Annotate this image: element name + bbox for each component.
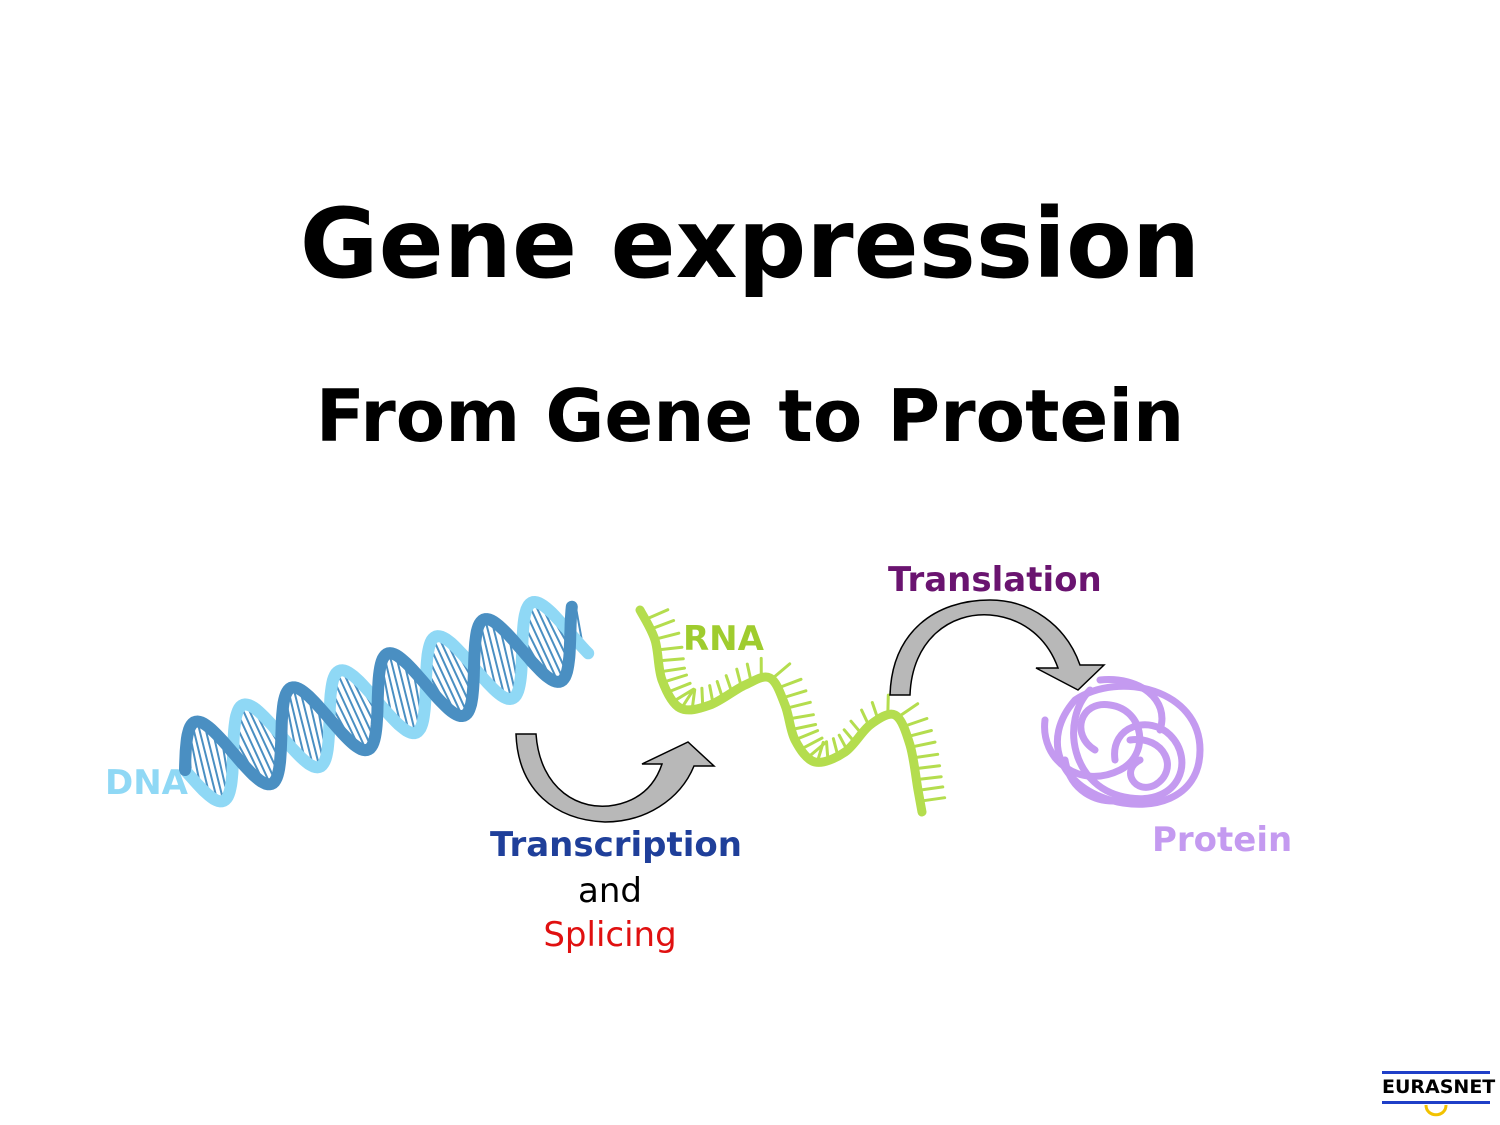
and-label: and bbox=[578, 871, 642, 911]
dna-base-pair bbox=[394, 653, 416, 731]
protein-coil-illustration bbox=[1041, 676, 1204, 808]
dna-base-pair bbox=[202, 721, 224, 799]
dna-base-pair bbox=[490, 618, 512, 698]
transcription-label: Transcription bbox=[490, 825, 742, 865]
transcription-arrow bbox=[515, 733, 716, 823]
eurasnet-logo: EURASNET bbox=[1382, 1068, 1496, 1118]
dna-base-pair bbox=[196, 722, 219, 802]
rna-backbone bbox=[635, 605, 927, 817]
dna-base-pair bbox=[292, 688, 315, 768]
logo-graphic bbox=[1382, 1071, 1490, 1117]
translation-arrow bbox=[889, 599, 1106, 696]
protein-label: Protein bbox=[1152, 820, 1293, 860]
translation-label: Translation bbox=[888, 560, 1102, 600]
dna-base-pair bbox=[298, 687, 320, 765]
dna-base-pair bbox=[239, 704, 278, 784]
dna-label: DNA bbox=[105, 763, 188, 803]
logo-text: EURASNET bbox=[1382, 1076, 1496, 1098]
dna-helix-illustration bbox=[179, 595, 595, 808]
dna-base-pair bbox=[431, 635, 470, 717]
dna-strand-dark bbox=[179, 600, 578, 791]
dna-base-pair bbox=[335, 670, 374, 750]
dna-base-pair bbox=[484, 620, 507, 700]
rna-strand-illustration bbox=[635, 605, 947, 817]
subtitle: From Gene to Protein bbox=[315, 374, 1185, 458]
title: Gene expression bbox=[299, 188, 1201, 300]
rna-label: RNA bbox=[683, 619, 764, 659]
dna-base-pair bbox=[527, 601, 566, 683]
dna-strand-light bbox=[179, 595, 595, 808]
dna-base-pair bbox=[388, 654, 411, 734]
splicing-label: Splicing bbox=[543, 915, 677, 955]
